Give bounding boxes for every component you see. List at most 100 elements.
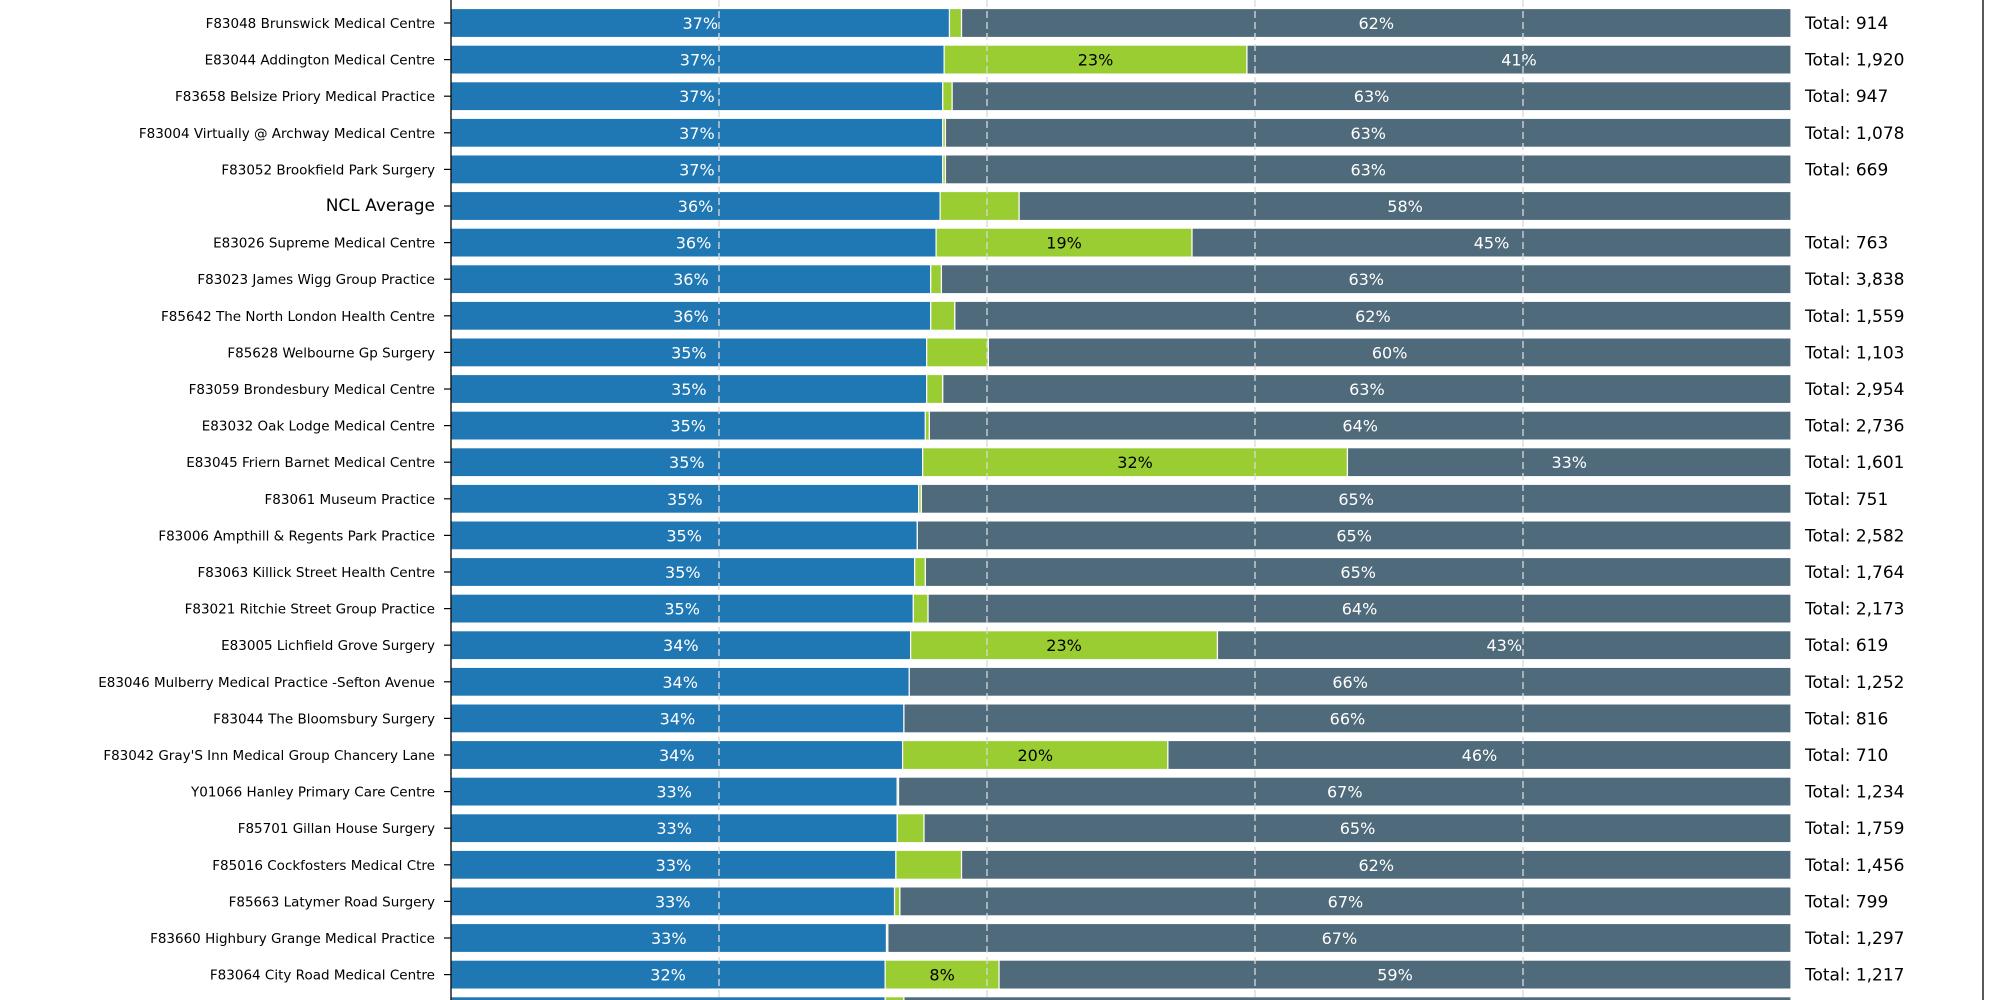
segment-value-label: 64% [1342, 417, 1378, 436]
segment-value-label: 62% [1358, 14, 1394, 33]
bar-segment-3 [927, 593, 1792, 624]
total-label: Total: 1,920 [1804, 51, 1905, 71]
segment-value-label: 62% [1358, 856, 1394, 875]
y-tick-label: F85628 Welbourne Gp Surgery [227, 345, 435, 361]
bar-segment-1 [450, 630, 912, 661]
total-label: Total: 1,601 [1804, 453, 1905, 473]
segment-value-label: 65% [1336, 526, 1372, 545]
total-label: Total: 619 [1804, 636, 1888, 656]
bar-segment-1 [450, 556, 916, 588]
bar-segment-3 [944, 117, 1792, 148]
y-tick-label: F83048 Brunswick Medical Centre [206, 16, 435, 32]
bar-segment-1 [450, 739, 904, 771]
y-tick-label: F83004 Virtually @ Archway Medical Centr… [139, 126, 435, 142]
segment-value-label: 41% [1501, 51, 1537, 70]
bar-segment-3 [960, 7, 1792, 39]
y-tick-label: F83042 Gray'S Inn Medical Group Chancery… [103, 748, 435, 764]
bar-segment-1 [450, 776, 898, 807]
total-label: Total: 751 [1804, 490, 1888, 510]
y-tick-label: Y01066 Hanley Primary Care Centre [190, 785, 435, 801]
total-label: Total: 947 [1804, 87, 1888, 107]
y-tick-label: F83658 Belsize Priory Medical Practice [175, 89, 435, 105]
total-label: Total: 1,559 [1804, 307, 1905, 327]
segment-value-label: 35% [667, 490, 703, 509]
bar-segment-3 [951, 81, 1792, 112]
total-label: Total: 799 [1804, 892, 1888, 912]
segment-value-label: 36% [673, 307, 709, 326]
bar-segment-2 [912, 593, 929, 624]
total-label: Total: 1,217 [1804, 966, 1905, 986]
bar-segment-3 [960, 849, 1792, 880]
total-label: Total: 2,736 [1804, 417, 1905, 437]
bar-segment-3 [897, 776, 1792, 807]
bar-segment-3 [954, 300, 1792, 331]
total-label: Total: 1,252 [1804, 673, 1905, 693]
y-tick-label: F83063 Killick Street Health Centre [198, 565, 435, 581]
total-label: Total: 2,173 [1804, 600, 1905, 620]
bar-segment-2 [926, 337, 989, 368]
segment-value-label: 33% [655, 892, 691, 911]
segment-value-label: 19% [1046, 234, 1082, 253]
bar-segment-1 [450, 7, 951, 39]
bar-segment-3 [920, 483, 1792, 514]
bar-segment-2 [922, 447, 1349, 478]
segment-value-label: 36% [676, 234, 712, 253]
total-label: Total: 1,234 [1804, 783, 1905, 803]
segment-value-label: 67% [1327, 783, 1363, 802]
bar-segment-3 [1018, 190, 1792, 222]
y-tick-label: F83061 Museum Practice [265, 492, 435, 508]
bar-segment-3 [942, 373, 1792, 405]
bar-segment-3 [903, 703, 1792, 734]
segment-value-label: 33% [1551, 453, 1587, 472]
y-tick-label: F83059 Brondesbury Medical Centre [189, 382, 435, 398]
total-label: Total: 1,078 [1804, 124, 1905, 144]
bar-segment-3 [1216, 630, 1792, 661]
bar-segment-1 [450, 849, 897, 880]
y-tick-label: E83026 Supreme Medical Centre [213, 236, 435, 252]
segment-value-label: 63% [1349, 380, 1385, 399]
bar-segment-2 [910, 630, 1219, 661]
segment-value-label: 58% [1387, 197, 1423, 216]
y-tick-label: F83052 Brookfield Park Surgery [221, 162, 435, 178]
bar-segment-1 [450, 190, 941, 222]
bar-segment-2 [939, 190, 1020, 222]
total-label: Total: 3,838 [1804, 270, 1905, 290]
bar-segment-1 [450, 154, 944, 185]
segment-value-label: 37% [682, 14, 718, 33]
bar-segment-3 [940, 264, 1792, 295]
segment-value-label: 33% [656, 819, 692, 838]
segment-value-label: 34% [663, 636, 699, 655]
segment-value-label: 66% [1330, 709, 1366, 728]
total-label: Total: 1,103 [1804, 343, 1905, 363]
gridlines-group [718, 0, 1524, 1000]
bar-segment-2 [884, 959, 1000, 990]
segment-value-label: 23% [1078, 51, 1114, 70]
segment-value-label: 62% [1355, 307, 1391, 326]
y-tick-label: F85663 Latymer Road Surgery [229, 894, 435, 910]
segment-value-label: 37% [680, 51, 716, 70]
y-tick-label: F83660 Highbury Grange Medical Practice [150, 931, 435, 947]
bar-segment-3 [987, 337, 1792, 368]
segment-value-label: 45% [1474, 234, 1510, 253]
y-tick-label: E83005 Lichfield Grove Surgery [221, 638, 435, 654]
segment-value-label: 34% [660, 709, 696, 728]
segment-value-label: 37% [679, 87, 715, 106]
bar-segment-3 [908, 666, 1792, 697]
bar-segment-3 [924, 556, 1792, 588]
segment-value-label: 63% [1350, 124, 1386, 143]
segment-value-label: 8% [929, 966, 954, 985]
segment-value-label: 34% [662, 673, 698, 692]
total-label: Total: 1,759 [1804, 819, 1905, 839]
segment-value-label: 33% [651, 929, 687, 948]
bar-segment-1 [450, 44, 945, 75]
segment-value-label: 43% [1486, 636, 1522, 655]
segment-value-label: 60% [1372, 343, 1408, 362]
y-tick-label: E83044 Addington Medical Centre [205, 53, 435, 69]
total-label: Total: 669 [1804, 160, 1888, 180]
bar-segment-2 [942, 81, 953, 112]
bar-segment-1 [450, 373, 928, 405]
bar-segment-2 [896, 813, 925, 844]
bar-segment-3 [998, 959, 1792, 990]
segment-value-label: 35% [665, 563, 701, 582]
total-label: Total: 914 [1804, 14, 1888, 34]
